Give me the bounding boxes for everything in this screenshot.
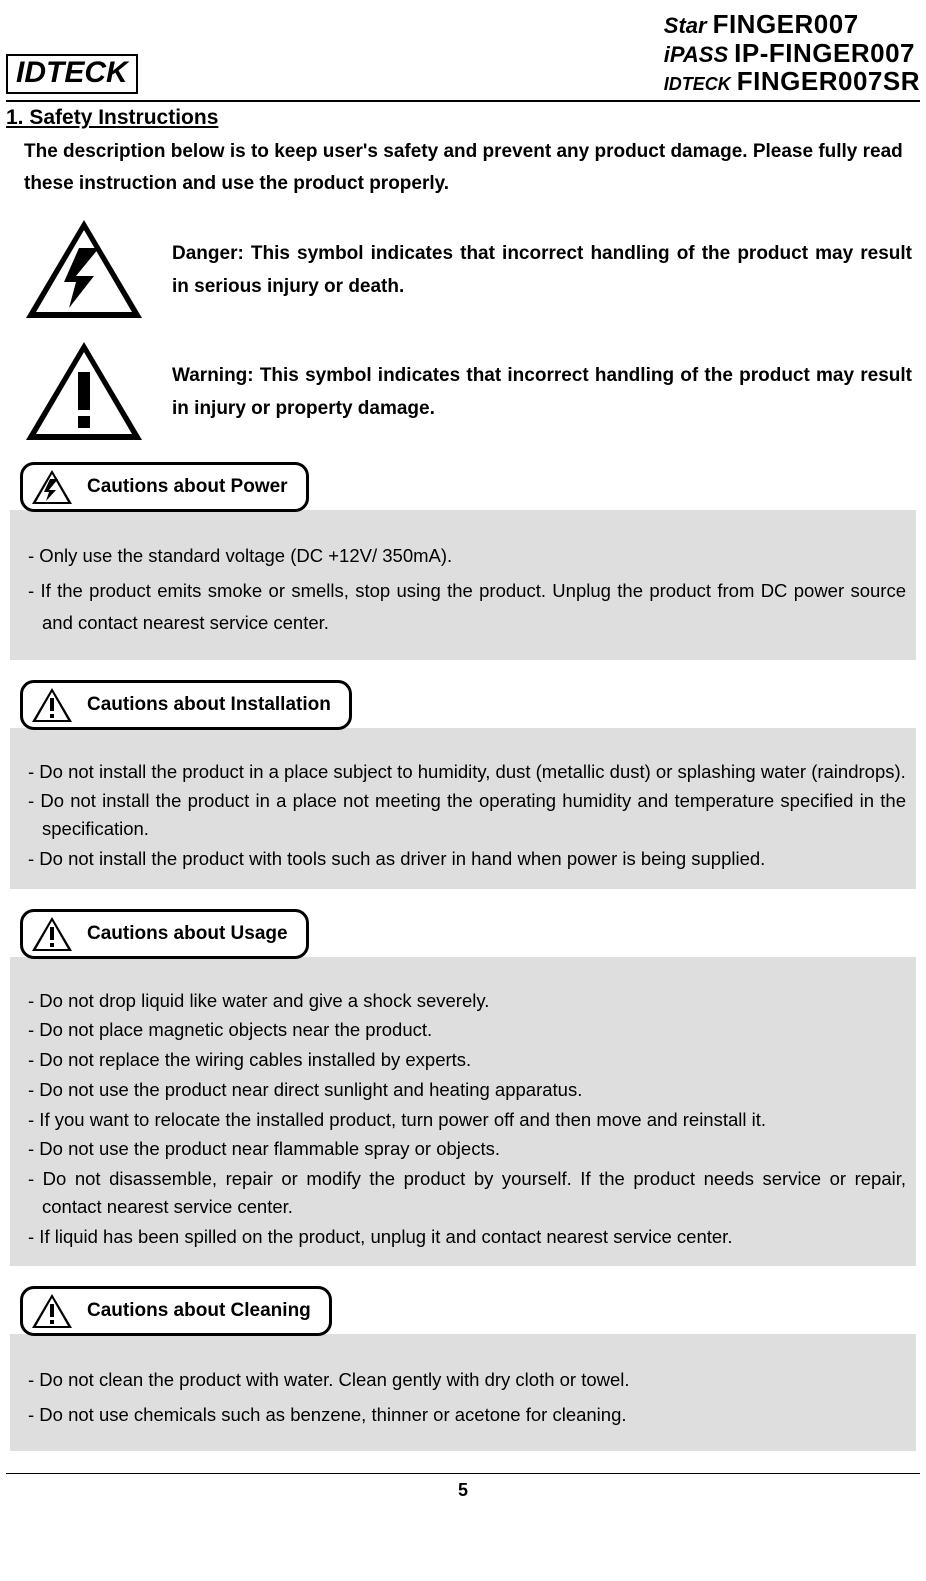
model-label: FINGER007 — [713, 10, 859, 39]
caution-body: - Only use the standard voltage (DC +12V… — [10, 510, 916, 659]
caution-header: Cautions about Installation — [20, 680, 352, 730]
brand-label: iPASS — [664, 43, 728, 67]
caution-item: - Do not install the product in a place … — [28, 758, 906, 786]
caution-title: Cautions about Cleaning — [87, 1300, 311, 1322]
page-number: 5 — [458, 1480, 468, 1500]
page: IDTECK Star FINGER007 iPASS IP-FINGER007… — [0, 0, 926, 1511]
caution-header: Cautions about Cleaning — [20, 1286, 332, 1336]
exclamation-icon — [31, 916, 73, 952]
caution-item: - If the product emits smoke or smells, … — [28, 575, 906, 640]
warning-icon — [24, 340, 144, 444]
caution-block: Cautions about Installation - Do not inst… — [10, 680, 916, 889]
warning-text: Warning: This symbol indicates that inco… — [172, 359, 912, 426]
page-header: IDTECK Star FINGER007 iPASS IP-FINGER007… — [6, 10, 920, 102]
danger-row: Danger: This symbol indicates that incor… — [24, 218, 912, 322]
caution-item: - If liquid has been spilled on the prod… — [28, 1223, 906, 1251]
caution-item: - Do not install the product with tools … — [28, 845, 906, 873]
caution-body: - Do not drop liquid like water and give… — [10, 957, 916, 1267]
header-product-1: Star FINGER007 — [664, 10, 920, 39]
header-right: Star FINGER007 iPASS IP-FINGER007 IDTECK… — [664, 10, 920, 96]
model-label: FINGER007SR — [737, 67, 920, 96]
caution-block: Cautions about Power - Only use the stand… — [10, 462, 916, 659]
caution-item: - Do not drop liquid like water and give… — [28, 987, 906, 1015]
cautions-container: Cautions about Power - Only use the stand… — [6, 462, 920, 1451]
logo-left: IDTECK — [6, 54, 138, 94]
brand-label: IDTECK — [664, 75, 731, 95]
header-product-2: iPASS IP-FINGER007 — [664, 39, 920, 68]
caution-item: - Do not clean the product with water. C… — [28, 1364, 906, 1396]
warning-row: Warning: This symbol indicates that inco… — [24, 340, 912, 444]
caution-body: - Do not install the product in a place … — [10, 728, 916, 889]
brand-label: Star — [664, 14, 707, 38]
caution-title: Cautions about Usage — [87, 923, 288, 945]
section-title: 1. Safety Instructions — [6, 106, 920, 130]
caution-block: Cautions about Usage - Do not drop liquid… — [10, 909, 916, 1267]
caution-header: Cautions about Power — [20, 462, 309, 512]
exclamation-icon — [31, 687, 73, 723]
intro-text: The description below is to keep user's … — [24, 136, 912, 201]
exclamation-icon — [31, 1293, 73, 1329]
caution-body: - Do not clean the product with water. C… — [10, 1334, 916, 1451]
caution-header: Cautions about Usage — [20, 909, 309, 959]
caution-title: Cautions about Power — [87, 476, 288, 498]
danger-text: Danger: This symbol indicates that incor… — [172, 237, 912, 304]
caution-item: - Do not use the product near flammable … — [28, 1135, 906, 1163]
caution-title: Cautions about Installation — [87, 694, 331, 716]
caution-item: - Do not install the product in a place … — [28, 787, 906, 843]
bolt-icon — [31, 469, 73, 505]
page-footer: 5 — [6, 1473, 920, 1501]
caution-item: - Do not place magnetic objects near the… — [28, 1016, 906, 1044]
caution-item: - Only use the standard voltage (DC +12V… — [28, 540, 906, 572]
caution-item: - Do not use chemicals such as benzene, … — [28, 1399, 906, 1431]
caution-block: Cautions about Cleaning - Do not clean th… — [10, 1286, 916, 1451]
danger-icon — [24, 218, 144, 322]
caution-item: - Do not disassemble, repair or modify t… — [28, 1165, 906, 1221]
caution-item: - If you want to relocate the installed … — [28, 1106, 906, 1134]
header-product-3: IDTECK FINGER007SR — [664, 67, 920, 96]
caution-item: - Do not use the product near direct sun… — [28, 1076, 906, 1104]
model-label: IP-FINGER007 — [734, 39, 915, 68]
caution-item: - Do not replace the wiring cables insta… — [28, 1046, 906, 1074]
